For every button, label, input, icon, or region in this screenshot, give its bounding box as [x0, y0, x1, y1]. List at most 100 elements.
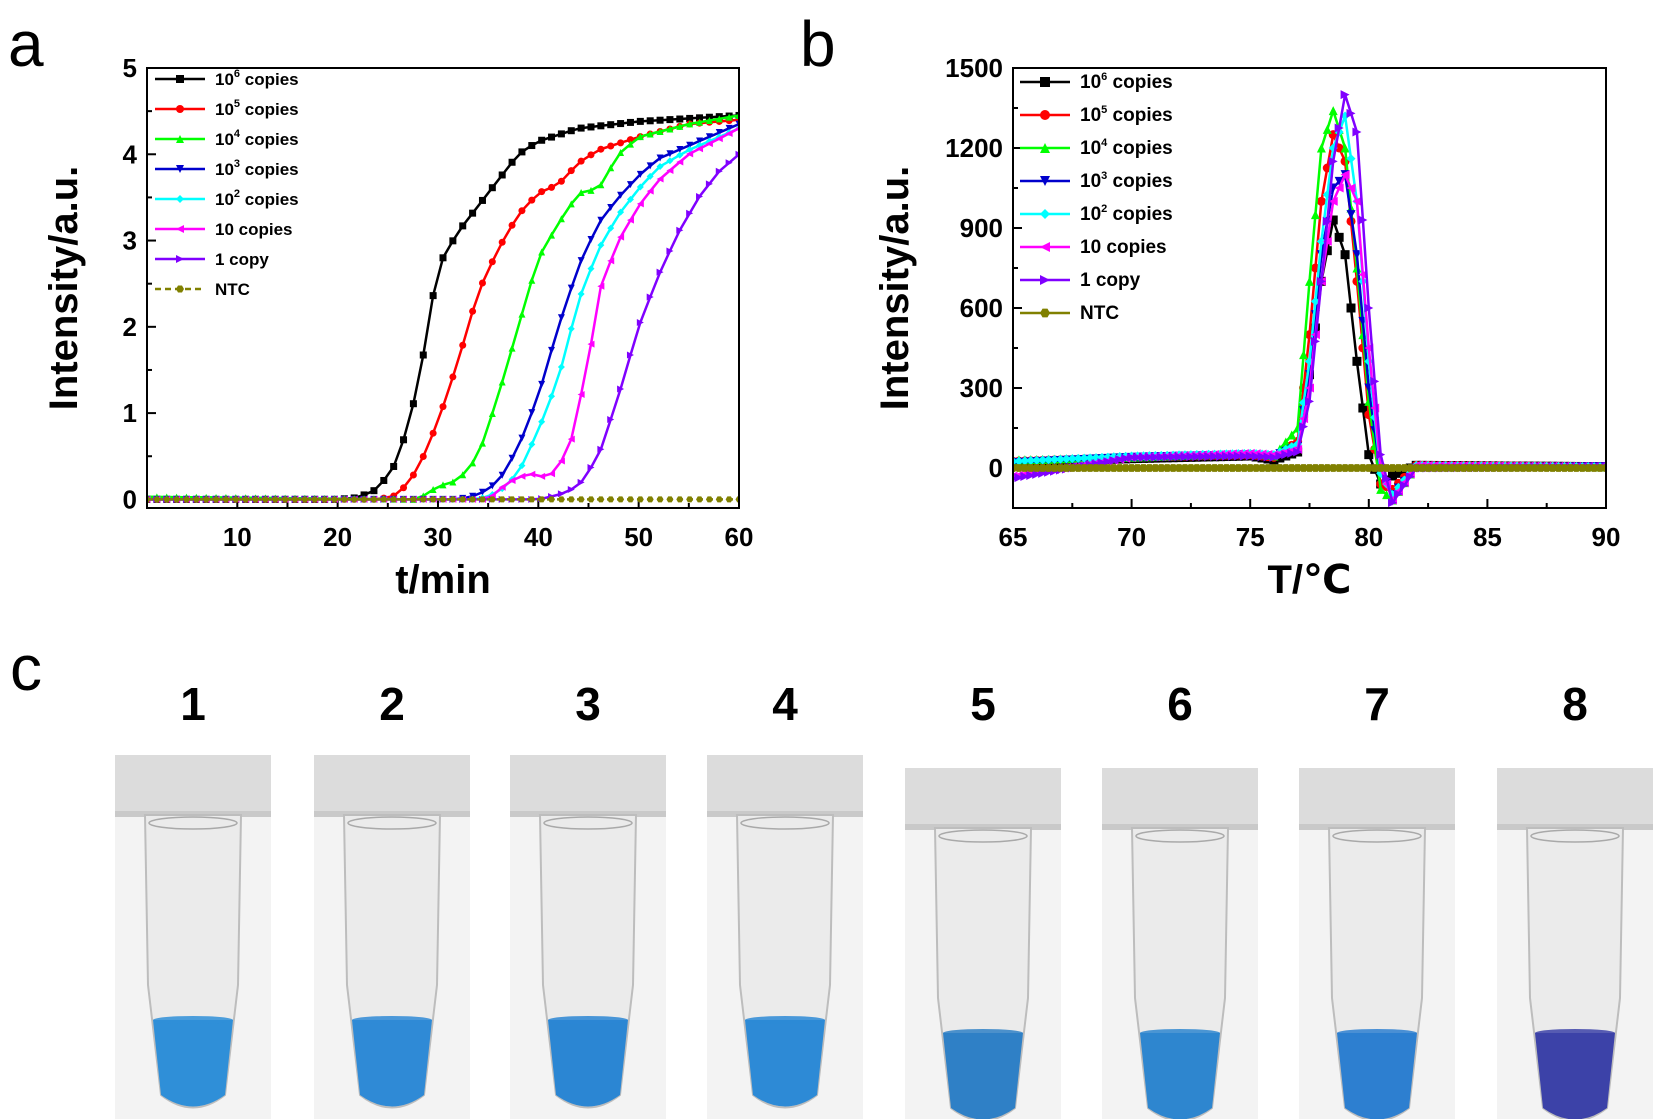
data-point — [567, 167, 575, 175]
tube-liquid — [1337, 1033, 1417, 1119]
tube-rim — [938, 829, 1028, 843]
data-point — [1358, 403, 1368, 413]
data-point — [567, 496, 575, 503]
data-point — [636, 496, 644, 503]
data-point — [518, 496, 526, 503]
tube-number: 8 — [1562, 678, 1588, 730]
data-point — [696, 145, 704, 153]
tube-liquid-meniscus — [1140, 1029, 1220, 1037]
data-point — [676, 146, 684, 154]
legend-swatch-marker — [176, 255, 184, 263]
data-point — [1281, 437, 1291, 447]
data-point — [538, 472, 546, 480]
chart-b-plot — [1013, 90, 1606, 508]
data-point — [1121, 453, 1131, 463]
data-point — [1097, 464, 1107, 472]
data-point — [1405, 464, 1415, 472]
data-point — [163, 496, 171, 503]
data-point — [1281, 450, 1291, 460]
data-point — [538, 136, 546, 144]
data-point — [528, 196, 536, 204]
legend-entry: 105 copies — [155, 98, 299, 119]
data-point — [1032, 464, 1042, 472]
data-point — [1275, 451, 1285, 461]
data-point — [636, 319, 644, 327]
data-point — [1340, 90, 1350, 100]
tube-liquid-meniscus — [352, 1016, 432, 1024]
data-point — [478, 488, 486, 496]
data-point — [626, 118, 634, 126]
data-point — [577, 257, 585, 265]
data-point — [1210, 464, 1220, 472]
data-point — [1328, 156, 1338, 166]
data-point — [696, 118, 704, 126]
legend-label: 1 copy — [215, 250, 269, 269]
data-point — [548, 346, 556, 354]
series-line — [147, 127, 739, 501]
data-point — [1559, 464, 1569, 472]
data-point — [518, 148, 526, 156]
data-point — [1435, 464, 1445, 472]
data-point — [567, 435, 575, 443]
data-point — [1221, 464, 1231, 472]
data-point — [508, 221, 516, 229]
data-point — [1287, 448, 1297, 458]
data-point — [715, 135, 723, 143]
data-point — [1168, 464, 1178, 472]
legend-label: 102 copies — [215, 188, 299, 209]
data-point — [1138, 464, 1148, 472]
data-point — [1287, 430, 1297, 440]
data-point — [528, 470, 536, 478]
data-point — [1453, 464, 1463, 472]
data-point — [587, 464, 595, 472]
data-point — [1465, 464, 1475, 472]
tube-holder — [707, 755, 863, 817]
data-point — [1488, 464, 1498, 472]
data-point — [666, 157, 674, 165]
data-point — [1109, 464, 1119, 472]
data-point — [538, 248, 546, 256]
data-point — [488, 258, 496, 266]
tube-number: 7 — [1364, 678, 1390, 730]
legend-label: 1 copy — [1080, 270, 1141, 291]
data-point — [1216, 464, 1226, 472]
data-point — [1245, 451, 1255, 461]
data-point — [419, 496, 427, 503]
data-point — [1026, 456, 1036, 466]
data-point — [666, 125, 674, 133]
data-point — [1565, 464, 1575, 472]
data-point — [646, 496, 654, 503]
data-point — [725, 129, 733, 137]
data-point — [1346, 464, 1356, 472]
data-point — [1382, 464, 1392, 472]
x-tick-label: 10 — [223, 522, 252, 552]
data-point — [597, 282, 605, 290]
data-point — [587, 235, 595, 243]
data-point — [1020, 464, 1030, 472]
data-point — [1382, 490, 1392, 500]
data-point — [1512, 464, 1522, 472]
data-point — [617, 385, 625, 393]
legend-swatch-marker — [1040, 275, 1050, 285]
data-point — [587, 151, 595, 159]
data-point — [1032, 455, 1042, 465]
data-point — [1328, 464, 1338, 472]
y-tick-label: 300 — [960, 373, 1003, 403]
tube-holder — [1497, 768, 1653, 830]
tube-rim — [148, 816, 238, 830]
data-point — [1138, 452, 1148, 462]
tube-number: 2 — [379, 678, 405, 730]
tube-liquid-meniscus — [745, 1016, 825, 1024]
data-point — [1281, 464, 1291, 472]
data-point — [1192, 452, 1202, 462]
data-point — [548, 470, 556, 478]
data-point — [1334, 123, 1344, 133]
data-point — [1310, 336, 1320, 346]
data-point — [607, 121, 615, 129]
data-point — [696, 193, 704, 201]
data-point — [301, 496, 309, 503]
data-point — [488, 496, 496, 503]
tube-holder — [1299, 768, 1455, 830]
data-point — [1352, 356, 1362, 366]
data-point — [1032, 469, 1042, 479]
